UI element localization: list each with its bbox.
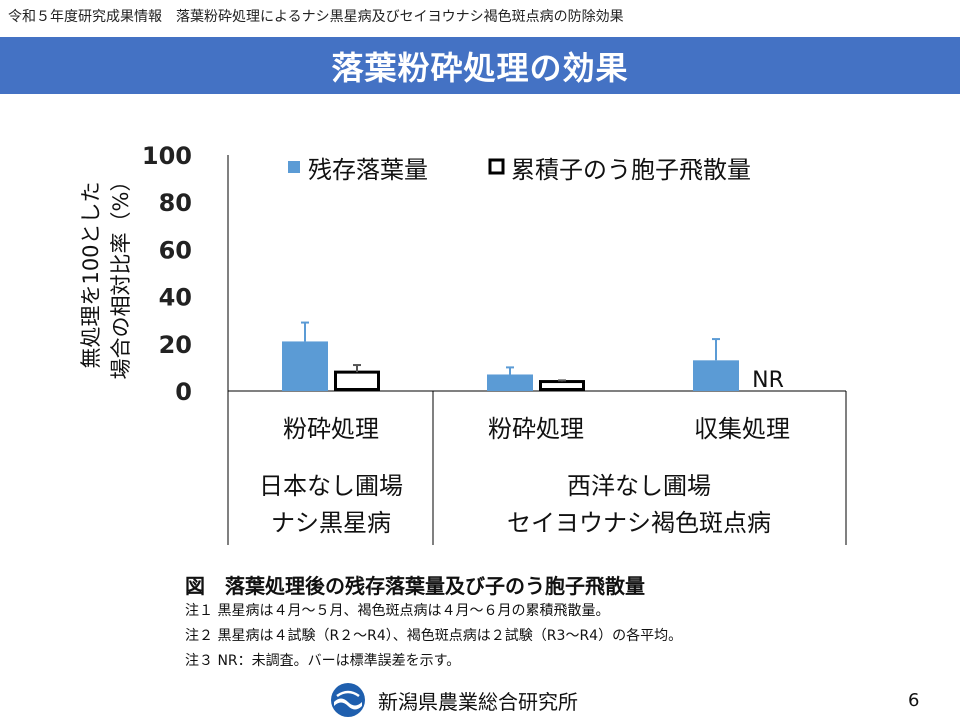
category-label: 収集処理 bbox=[694, 415, 790, 443]
y-tick-label: 100 bbox=[142, 142, 192, 170]
legend-label-0: 残存落葉量 bbox=[308, 156, 428, 184]
bar-0-1 bbox=[487, 374, 533, 391]
group-label-line2: セイヨウナシ褐色斑点病 bbox=[507, 509, 771, 537]
y-tick-label: 60 bbox=[159, 236, 192, 264]
footer: 新潟県農業総合研究所 bbox=[330, 682, 578, 718]
bar-1-0 bbox=[334, 370, 380, 391]
chart: 0 20 40 60 80 100 無処理を100とした 場合の相対比率（%） 粉砕処理 粉砕処理… bbox=[79, 142, 847, 545]
organization-name: 新潟県農業総合研究所 bbox=[378, 689, 578, 714]
caption-note-3: 注３ NR：未調査。バーは標準誤差を示す。 bbox=[185, 653, 461, 669]
title-bar: 落葉粉砕処理の効果 bbox=[0, 37, 960, 94]
header-subtitle: 令和５年度研究成果情報 落葉粉砕処理によるナシ黒星病及びセイヨウナシ褐色斑点病の… bbox=[8, 9, 624, 25]
caption-note-2: 注２ 黒星病は４試験（R２～R4）、褐色斑点病は２試験（R3～R4）の各平均。 bbox=[185, 628, 683, 644]
y-tick-label: 20 bbox=[159, 331, 192, 359]
y-tick-label: 40 bbox=[159, 284, 192, 312]
y-axis-label-line1: 無処理を100とした bbox=[79, 181, 103, 368]
prefecture-emblem-icon bbox=[331, 683, 365, 717]
group-label-line1: 日本なし圃場 bbox=[259, 472, 403, 500]
y-tick-label: 80 bbox=[159, 189, 192, 217]
y-axis-label-line2: 場合の相対比率（%） bbox=[109, 171, 133, 380]
category-label: 粉砕処理 bbox=[488, 415, 584, 443]
figure-caption: 図 落葉処理後の残存落葉量及び子のう胞子飛散量 bbox=[185, 574, 645, 598]
bar-0-2 bbox=[693, 360, 739, 391]
bar-0-0 bbox=[282, 341, 328, 391]
slide-title: 落葉粉砕処理の効果 bbox=[331, 48, 629, 87]
legend-swatch-0 bbox=[288, 161, 300, 173]
group-label-line1: 西洋なし圃場 bbox=[567, 472, 711, 500]
legend-swatch-1 bbox=[488, 158, 505, 175]
y-tick-label: 0 bbox=[175, 378, 192, 406]
page-number: 6 bbox=[908, 690, 920, 711]
bar-1-1 bbox=[539, 380, 585, 391]
category-label: 粉砕処理 bbox=[283, 415, 379, 443]
group-label-line2: ナシ黒星病 bbox=[271, 509, 391, 537]
legend-label-1: 累積子のう胞子飛散量 bbox=[511, 156, 751, 184]
annotation-nr: NR bbox=[752, 368, 784, 393]
caption-note-1: 注１ 黒星病は４月～５月、褐色斑点病は４月～６月の累積飛散量。 bbox=[185, 603, 610, 619]
